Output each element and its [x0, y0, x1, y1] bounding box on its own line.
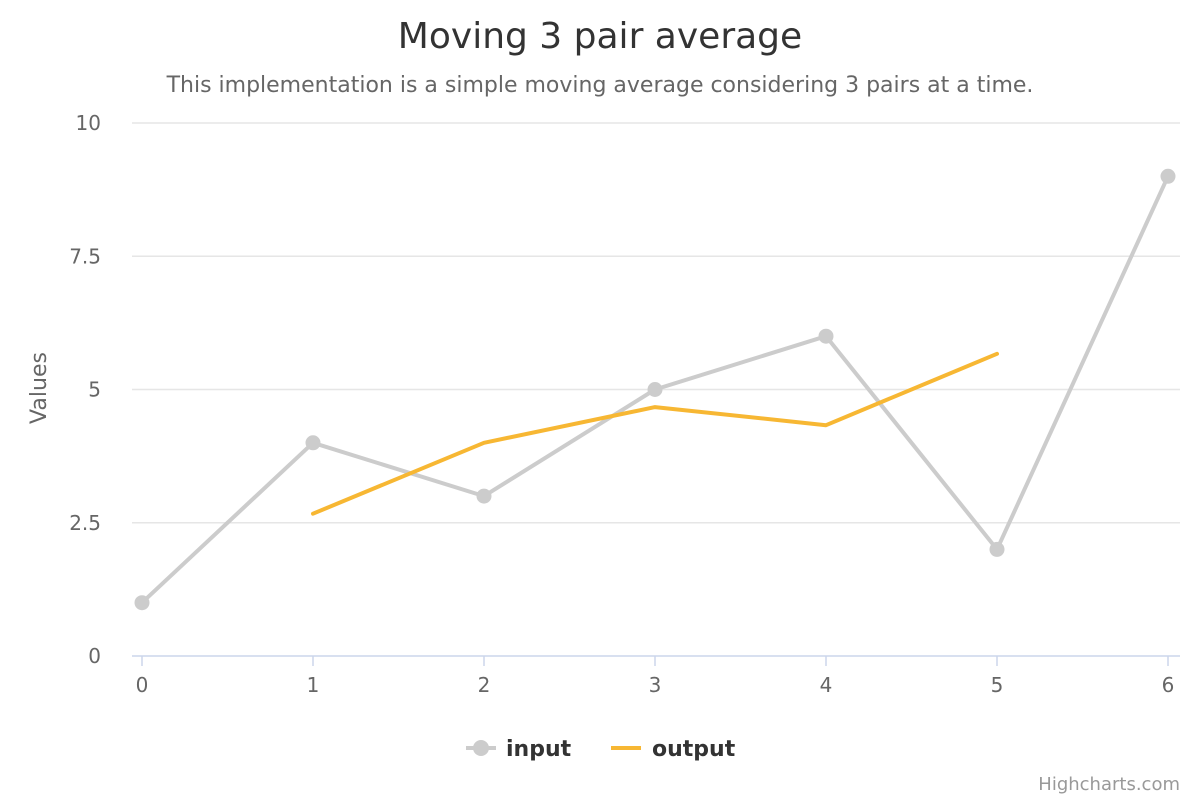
legend-label: output: [652, 737, 736, 762]
legend-symbol-marker: [473, 740, 489, 756]
x-tick-label: 0: [136, 673, 149, 697]
y-tick-label: 7.5: [69, 244, 101, 268]
data-point-input[interactable]: [818, 328, 834, 344]
credits-link[interactable]: Highcharts.com: [1038, 774, 1180, 795]
data-point-input[interactable]: [647, 382, 663, 397]
y-tick-label: 0: [88, 644, 101, 668]
data-point-input[interactable]: [989, 541, 1005, 557]
legend[interactable]: input output: [466, 737, 736, 762]
x-tick-label: 4: [820, 673, 833, 697]
legend-label: input: [506, 737, 572, 762]
axes: 0 2.5 5 7.5 10 0 1 2 3 4 5 6: [69, 111, 1180, 697]
x-tick-label: 2: [478, 673, 491, 697]
data-point-input[interactable]: [134, 595, 150, 611]
grid-lines: [132, 122, 1180, 524]
data-point-input[interactable]: [1160, 168, 1176, 184]
chart-subtitle: This implementation is a simple moving a…: [166, 73, 1034, 98]
x-tick-label: 5: [991, 673, 1004, 697]
y-tick-label: 10: [76, 111, 101, 135]
x-tick-label: 3: [649, 673, 662, 697]
x-tick-label: 6: [1162, 673, 1175, 697]
y-tick-label: 2.5: [69, 511, 101, 535]
series-output[interactable]: [311, 351, 999, 516]
series: [134, 168, 1176, 611]
chart-title: Moving 3 pair average: [398, 16, 802, 57]
y-axis-title: Values: [27, 352, 52, 424]
x-tick-label: 1: [307, 673, 320, 697]
legend-item-output[interactable]: output: [611, 737, 736, 762]
series-line-output[interactable]: [311, 351, 999, 516]
series-input[interactable]: [134, 168, 1176, 611]
data-point-input[interactable]: [476, 488, 492, 504]
legend-item-input[interactable]: input: [466, 737, 572, 762]
data-point-input[interactable]: [305, 435, 321, 451]
y-tick-label: 5: [88, 378, 101, 402]
